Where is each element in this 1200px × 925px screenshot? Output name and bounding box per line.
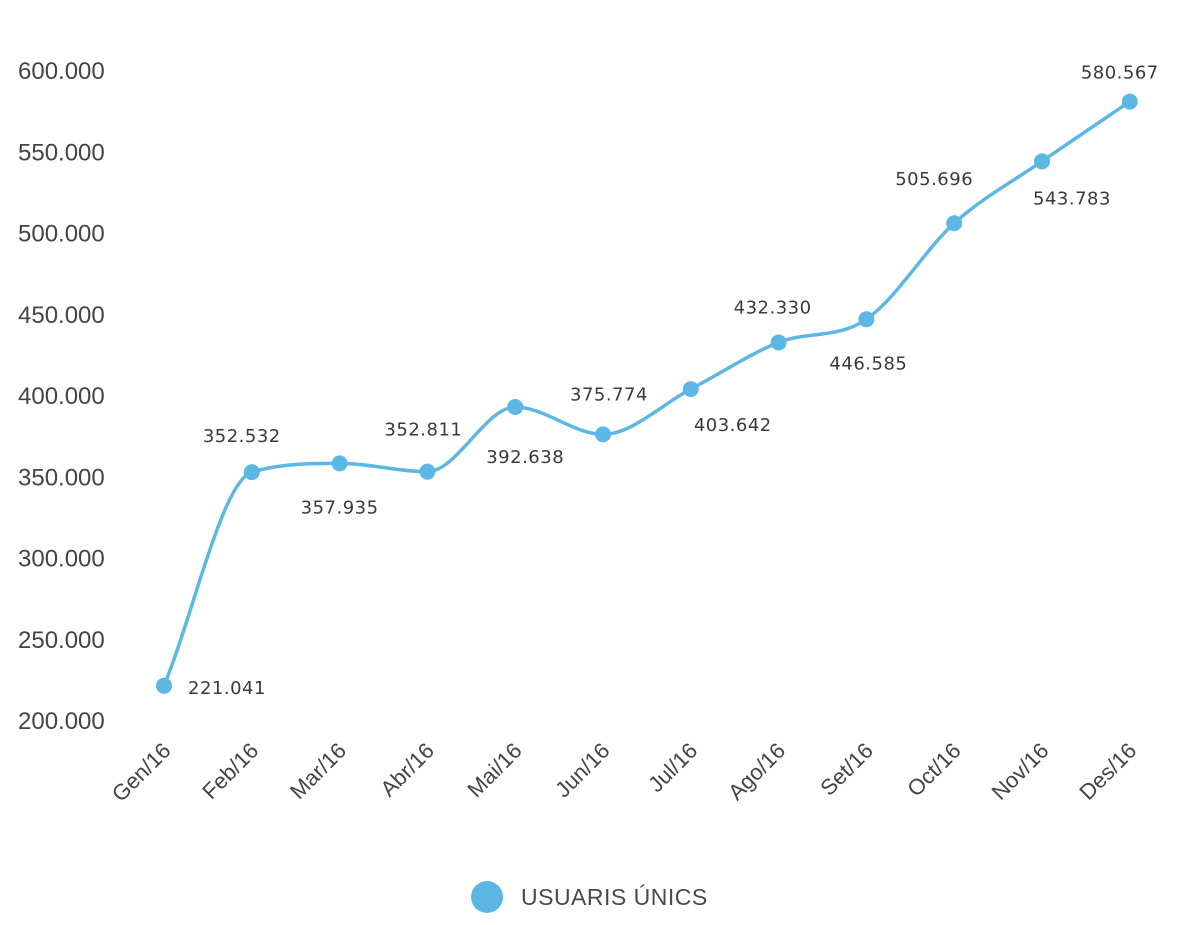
y-tick-label: 250.000 — [18, 627, 105, 654]
data-label: 505.696 — [895, 169, 973, 190]
y-tick-label: 550.000 — [18, 139, 105, 166]
data-point — [858, 311, 875, 328]
legend: USUARIS ÚNICS — [471, 881, 708, 913]
y-tick-label: 400.000 — [18, 383, 105, 410]
data-point — [682, 381, 699, 398]
x-tick-label: Mai/16 — [462, 738, 526, 802]
data-label: 432.330 — [734, 297, 812, 318]
data-label: 221.041 — [188, 678, 266, 699]
data-point — [1121, 93, 1138, 110]
data-label: 403.642 — [694, 415, 772, 436]
data-point — [595, 426, 611, 443]
y-tick-label: 350.000 — [18, 464, 105, 491]
series-line — [162, 99, 1132, 688]
x-tick-label: Des/16 — [1074, 738, 1141, 805]
x-tick-label: Gen/16 — [107, 738, 176, 807]
data-label: 392.638 — [486, 447, 564, 468]
x-tick-label: Jun/16 — [550, 738, 614, 802]
y-tick-label: 450.000 — [18, 302, 105, 329]
data-label: 580.567 — [1081, 63, 1159, 84]
legend-label: USUARIS ÚNICS — [521, 884, 708, 910]
data-point — [156, 677, 172, 694]
legend-marker — [471, 881, 503, 913]
data-point — [1034, 153, 1050, 170]
x-tick-label: Jul/16 — [643, 738, 702, 797]
x-tick-label: Abr/16 — [375, 738, 439, 802]
y-tick-label: 500.000 — [18, 221, 105, 248]
data-label: 352.532 — [203, 426, 281, 447]
data-point — [946, 215, 963, 232]
x-tick-label: Oct/16 — [902, 738, 966, 802]
x-tick-label: Mar/16 — [285, 738, 351, 804]
x-tick-label: Set/16 — [815, 738, 878, 801]
data-point — [770, 334, 787, 351]
data-point — [507, 398, 524, 415]
x-tick-label: Nov/16 — [987, 738, 1054, 805]
data-point — [331, 455, 348, 472]
y-tick-label: 600.000 — [18, 58, 105, 85]
data-point — [419, 463, 436, 480]
y-axis: 600.000 550.000 500.000 450.000 400.000 350.0… — [18, 58, 105, 735]
data-label: 352.811 — [384, 420, 462, 441]
x-tick-label: Feb/16 — [197, 738, 263, 804]
data-label: 375.774 — [570, 384, 648, 405]
y-tick-label: 300.000 — [18, 546, 105, 573]
data-point — [243, 464, 260, 481]
x-tick-label: Ago/16 — [723, 738, 790, 805]
data-label: 357.935 — [301, 497, 379, 518]
data-labels: 221.041 352.532 357.935 352.811 392.638 375.7… — [188, 63, 1159, 699]
x-axis: Gen/16 Feb/16 Mar/16 Abr/16 Mai/16 Jun/16 Jul/… — [107, 738, 1142, 807]
y-tick-label: 200.000 — [18, 708, 105, 735]
data-points — [156, 93, 1138, 694]
data-label: 446.585 — [829, 353, 907, 374]
data-label: 543.783 — [1033, 188, 1111, 209]
